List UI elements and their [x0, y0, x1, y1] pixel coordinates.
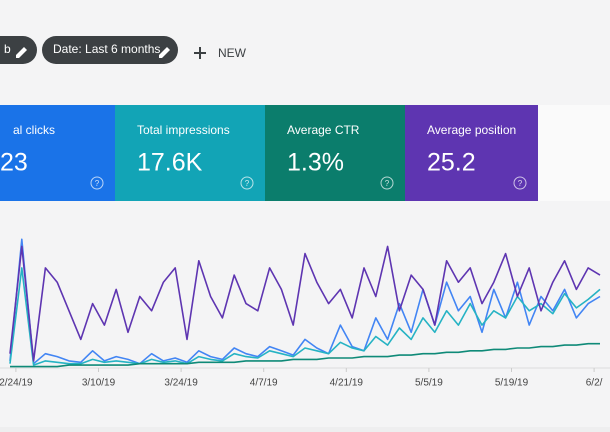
- filter-label: Date: Last 6 months: [53, 42, 160, 56]
- metric-value: 17.6K: [137, 149, 203, 177]
- filter-label: b: [4, 42, 11, 56]
- metric-label: Total impressions: [137, 123, 230, 137]
- plus-icon: [194, 47, 206, 59]
- x-tick-label: 5/5/19: [415, 378, 443, 389]
- card-spacer: [538, 105, 610, 201]
- new-label: NEW: [218, 46, 247, 60]
- series-line: [9, 267, 601, 366]
- series-line: [9, 245, 601, 362]
- x-tick-label: 4/21/19: [330, 378, 364, 389]
- help-circle: [513, 176, 527, 190]
- metric-card[interactable]: [405, 105, 538, 201]
- help-icon: ?: [245, 179, 250, 188]
- help-circle: [90, 176, 104, 190]
- x-tick-label: 5/19/19: [495, 378, 529, 389]
- metric-label: Average position: [427, 123, 516, 137]
- help-icon: ?: [95, 179, 100, 188]
- metric-label: Average CTR: [287, 123, 360, 137]
- series-line: [9, 238, 601, 365]
- metric-label: al clicks: [13, 123, 55, 137]
- filter-chip[interactable]: [0, 36, 37, 64]
- metric-card[interactable]: [115, 105, 265, 201]
- x-tick-label: 3/24/19: [164, 378, 198, 389]
- help-icon: ?: [518, 179, 523, 188]
- metric-value: 1.3%: [287, 149, 344, 177]
- metric-value: 23: [0, 149, 28, 177]
- x-tick-label: 3/10/19: [82, 378, 116, 389]
- help-circle: [380, 176, 394, 190]
- series-line: [10, 342, 600, 368]
- metric-card[interactable]: [0, 105, 115, 201]
- metric-value: 25.2: [427, 149, 476, 177]
- x-tick-label: 4/7/19: [250, 378, 278, 389]
- edit-icon: [16, 47, 27, 58]
- help-icon: ?: [385, 179, 390, 188]
- edit-icon: [159, 47, 170, 58]
- help-circle: [240, 176, 254, 190]
- new-button[interactable]: NEW: [194, 46, 247, 60]
- x-tick-label: 2/24/19: [0, 378, 33, 389]
- filter-chip[interactable]: [42, 36, 178, 64]
- x-tick-label: 6/2/: [586, 378, 603, 389]
